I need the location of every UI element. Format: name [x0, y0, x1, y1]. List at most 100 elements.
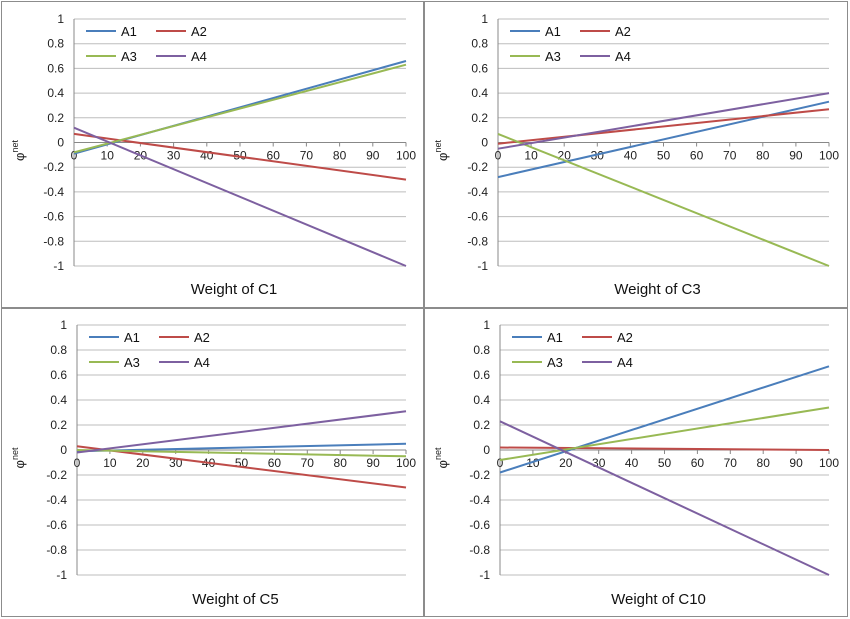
chart-panel-c1: 1 0.8 0.6 0.4 0.2 0 -0.2 -0.4 -0.6 -0.8 -1 0 10 20 30 4…: [1, 1, 424, 308]
y-tick-label: -1: [479, 568, 490, 582]
legend-label-a1: A1: [547, 330, 563, 345]
x-tick-label: 10: [101, 149, 115, 163]
series-line-a2: [73, 132, 407, 181]
x-tick-label: 60: [267, 149, 281, 163]
x-tick-label: 80: [756, 149, 770, 163]
x-tick-label: 50: [658, 456, 672, 470]
x-tick-label: 40: [624, 149, 638, 163]
legend-label-a2: A2: [191, 24, 207, 39]
legend-label-a3: A3: [121, 49, 137, 64]
y-tick-label: -0.6: [43, 210, 64, 224]
x-tick-label: 20: [559, 456, 573, 470]
y-tick-label: -0.8: [46, 543, 67, 557]
series-line-a4: [499, 420, 830, 576]
legend-label-a2: A2: [617, 330, 633, 345]
x-tick-label: 70: [301, 456, 315, 470]
series-line-a2: [497, 108, 830, 145]
x-tick-label: 30: [591, 149, 605, 163]
y-tick-label: -1: [56, 568, 67, 582]
legend-label-a2: A2: [194, 330, 210, 345]
y-tick-label: 0.4: [471, 86, 488, 100]
chart-svg: 10.80.60.40.20-0.2-0.4-0.6-0.8-10 10 20 30 4…: [433, 12, 839, 298]
chart-panel-c5: 1 0.8 0.6 0.4 0.2 0 -0.2 -0.4 -0.6 -0.8 -1 0 10 20 30 4…: [1, 308, 424, 617]
series-line-a2: [76, 445, 407, 489]
x-tick-label: 40: [625, 456, 639, 470]
x-tick-label: 0: [497, 456, 504, 470]
legend-label-a2: A2: [615, 24, 631, 39]
y-tick-label: 1: [60, 318, 67, 332]
series-line-a3: [497, 132, 830, 267]
y-tick-label: 0: [57, 136, 64, 150]
x-axis-label: Weight of C10: [611, 591, 706, 608]
y-tick-label: -0.4: [467, 185, 488, 199]
y-tick-label: 0: [483, 443, 490, 457]
x-tick-label: 90: [789, 149, 803, 163]
x-tick-label: 0: [74, 456, 81, 470]
y-tick-label: -0.6: [467, 210, 488, 224]
y-tick-label: -1: [53, 259, 64, 273]
legend-label-a4: A4: [617, 355, 633, 370]
chart-panel-c3: 1 0.8 0.6 0.4 0.2 0 -0.2 -0.4 -0.6 -0.8 -1 0 10 20 30 4…: [424, 1, 848, 308]
y-tick-label: -0.2: [467, 160, 488, 174]
y-axis-label: φnet: [433, 447, 450, 468]
y-tick-label: -0.6: [469, 518, 490, 532]
x-tick-label: 10: [526, 456, 540, 470]
chart-panel-c10: 1 0.8 0.6 0.4 0.2 0 -0.2 -0.4 -0.6 -0.8 -1 0 10 20 30 4…: [424, 308, 848, 617]
legend-label-a4: A4: [194, 355, 210, 370]
series-line-a4: [497, 92, 830, 150]
y-tick-label: -0.4: [469, 493, 490, 507]
y-tick-label: -0.8: [469, 543, 490, 557]
x-tick-label: 90: [366, 456, 380, 470]
legend-label-a3: A3: [547, 355, 563, 370]
y-tick-label: -0.4: [46, 493, 67, 507]
y-tick-label: 1: [481, 12, 488, 26]
y-tick-label: -0.4: [43, 185, 64, 199]
x-axis-label: Weight of C1: [191, 281, 277, 298]
y-tick-label: 0.2: [473, 418, 490, 432]
y-tick-label: 1: [57, 12, 64, 26]
y-tick-label: -0.8: [467, 234, 488, 248]
y-tick-label: 1: [483, 318, 490, 332]
x-axis-label: Weight of C5: [192, 591, 278, 608]
y-tick-label: 0.8: [50, 343, 67, 357]
legend-label-a1: A1: [124, 330, 140, 345]
y-tick-label: 0.4: [473, 393, 490, 407]
y-tick-label: 0.6: [471, 61, 488, 75]
x-tick-label: 90: [366, 149, 380, 163]
x-tick-label: 80: [333, 149, 347, 163]
y-axis-label: φnet: [433, 140, 450, 161]
legend-label-a4: A4: [615, 49, 631, 64]
series-line-a4: [73, 126, 407, 267]
y-tick-label: 0.6: [473, 368, 490, 382]
x-tick-label: 70: [723, 149, 737, 163]
y-tick-label: -0.2: [46, 468, 67, 482]
y-tick-label: -0.2: [469, 468, 490, 482]
x-tick-label: 60: [268, 456, 282, 470]
y-tick-label: 0.8: [47, 37, 64, 51]
y-tick-label: 0.2: [471, 111, 488, 125]
y-tick-label: -0.2: [43, 160, 64, 174]
y-tick-label: -1: [477, 259, 488, 273]
legend-label-a3: A3: [124, 355, 140, 370]
x-tick-label: 60: [691, 456, 705, 470]
x-tick-label: 80: [334, 456, 348, 470]
y-axis-label: φnet: [10, 447, 27, 468]
y-tick-label: -0.6: [46, 518, 67, 532]
y-axis-label: φnet: [10, 140, 27, 161]
x-tick-label: 100: [819, 149, 839, 163]
legend-label-a1: A1: [545, 24, 561, 39]
y-tick-label: 0.8: [471, 37, 488, 51]
y-tick-label: 0.2: [47, 111, 64, 125]
x-tick-label: 0: [495, 149, 502, 163]
x-tick-label: 10: [524, 149, 538, 163]
x-tick-label: 50: [233, 149, 247, 163]
legend-label-a1: A1: [121, 24, 137, 39]
x-tick-label: 70: [300, 149, 314, 163]
x-tick-label: 20: [136, 456, 150, 470]
x-tick-label: 100: [396, 149, 416, 163]
y-tick-label: -0.8: [43, 234, 64, 248]
chart-svg: 10.80.60.40.20-0.2-0.4-0.6-0.8-10 10 20 30 4…: [433, 318, 839, 608]
x-tick-label: 100: [819, 456, 839, 470]
x-tick-label: 50: [657, 149, 671, 163]
y-tick-label: 0.4: [47, 86, 64, 100]
